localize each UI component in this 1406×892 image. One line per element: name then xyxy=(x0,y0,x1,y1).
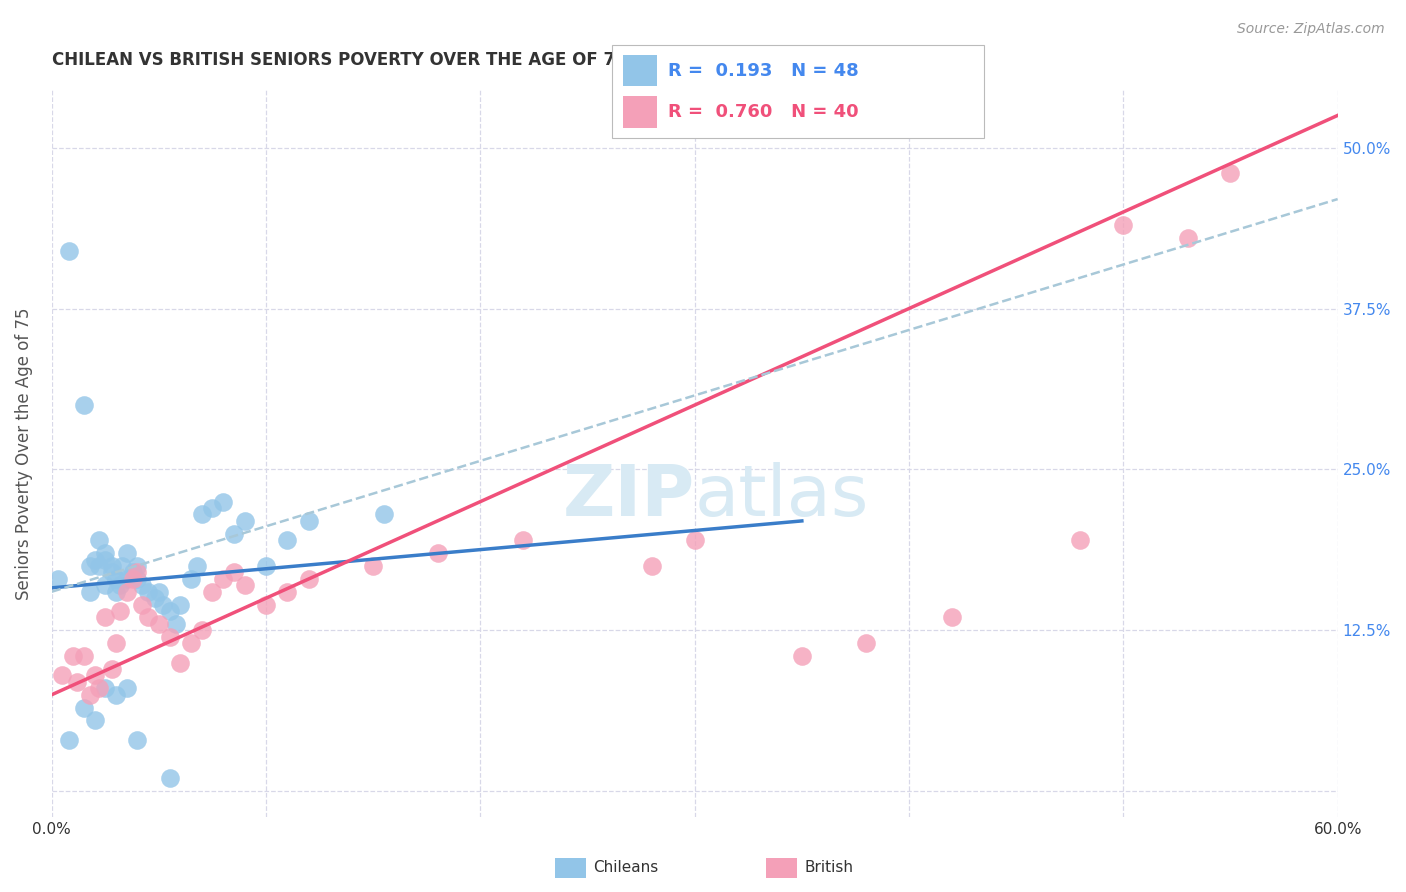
Point xyxy=(212,572,235,586)
Text: British: British xyxy=(804,861,853,875)
Point xyxy=(201,584,224,599)
Point xyxy=(222,526,245,541)
Point xyxy=(136,610,159,624)
Point xyxy=(122,572,145,586)
Point xyxy=(159,772,181,786)
Point xyxy=(66,674,89,689)
Point xyxy=(152,598,174,612)
Point xyxy=(127,572,149,586)
Point xyxy=(58,244,80,258)
Point xyxy=(94,610,117,624)
Point xyxy=(855,636,877,650)
Point xyxy=(62,649,84,664)
Point xyxy=(83,668,105,682)
Point xyxy=(87,533,110,548)
Point xyxy=(165,616,187,631)
Point xyxy=(683,533,706,548)
Point xyxy=(100,566,122,580)
Point xyxy=(127,732,149,747)
Point xyxy=(212,494,235,508)
Point xyxy=(110,604,132,618)
Point xyxy=(115,584,138,599)
Point xyxy=(298,572,321,586)
Text: CHILEAN VS BRITISH SENIORS POVERTY OVER THE AGE OF 75 CORRELATION CHART: CHILEAN VS BRITISH SENIORS POVERTY OVER … xyxy=(52,51,831,69)
Point xyxy=(143,591,166,606)
Point xyxy=(641,559,664,574)
Point xyxy=(148,584,170,599)
Point xyxy=(276,533,298,548)
Point xyxy=(100,662,122,676)
Point xyxy=(127,566,149,580)
Point xyxy=(105,584,128,599)
Point xyxy=(105,572,128,586)
Point xyxy=(169,598,191,612)
Point xyxy=(46,572,69,586)
Point xyxy=(1219,166,1241,180)
Point xyxy=(105,636,128,650)
Point xyxy=(180,572,202,586)
Point xyxy=(361,559,384,574)
Point xyxy=(83,552,105,566)
Text: Chileans: Chileans xyxy=(593,861,658,875)
Point xyxy=(276,584,298,599)
Text: Source: ZipAtlas.com: Source: ZipAtlas.com xyxy=(1237,22,1385,37)
Point xyxy=(100,559,122,574)
Point xyxy=(426,546,449,560)
Point xyxy=(58,732,80,747)
Point xyxy=(233,578,256,592)
Point xyxy=(222,566,245,580)
Point xyxy=(73,398,96,412)
Point xyxy=(159,630,181,644)
Point xyxy=(111,559,134,574)
Point xyxy=(87,559,110,574)
Point xyxy=(131,578,153,592)
Point xyxy=(169,656,191,670)
Text: ZIP: ZIP xyxy=(562,462,695,532)
Point xyxy=(159,604,181,618)
Y-axis label: Seniors Poverty Over the Age of 75: Seniors Poverty Over the Age of 75 xyxy=(15,307,32,599)
Point xyxy=(115,546,138,560)
Point xyxy=(110,578,132,592)
Point xyxy=(373,508,395,522)
Point xyxy=(79,584,101,599)
Point xyxy=(148,616,170,631)
Point xyxy=(131,598,153,612)
Point xyxy=(115,681,138,696)
Point xyxy=(79,559,101,574)
Point xyxy=(201,501,224,516)
Point xyxy=(94,546,117,560)
Point xyxy=(186,559,208,574)
Point xyxy=(233,514,256,528)
Point xyxy=(83,714,105,728)
Point xyxy=(191,508,214,522)
Point xyxy=(73,700,96,714)
Point xyxy=(136,584,159,599)
Point xyxy=(73,649,96,664)
Point xyxy=(254,559,277,574)
Point xyxy=(94,681,117,696)
Point xyxy=(51,668,73,682)
Point xyxy=(122,566,145,580)
Point xyxy=(790,649,813,664)
Point xyxy=(115,572,138,586)
Point xyxy=(180,636,202,650)
Point xyxy=(298,514,321,528)
Point xyxy=(87,681,110,696)
Point xyxy=(254,598,277,612)
Point xyxy=(191,624,214,638)
Point xyxy=(105,688,128,702)
Text: atlas: atlas xyxy=(695,462,869,532)
Point xyxy=(512,533,534,548)
Point xyxy=(94,578,117,592)
Point xyxy=(79,688,101,702)
Point xyxy=(941,610,963,624)
Point xyxy=(127,559,149,574)
Point xyxy=(94,552,117,566)
Point xyxy=(1177,231,1199,245)
Text: R =  0.193   N = 48: R = 0.193 N = 48 xyxy=(668,62,859,79)
Point xyxy=(1112,218,1135,232)
Text: R =  0.760   N = 40: R = 0.760 N = 40 xyxy=(668,103,859,121)
Point xyxy=(1069,533,1091,548)
